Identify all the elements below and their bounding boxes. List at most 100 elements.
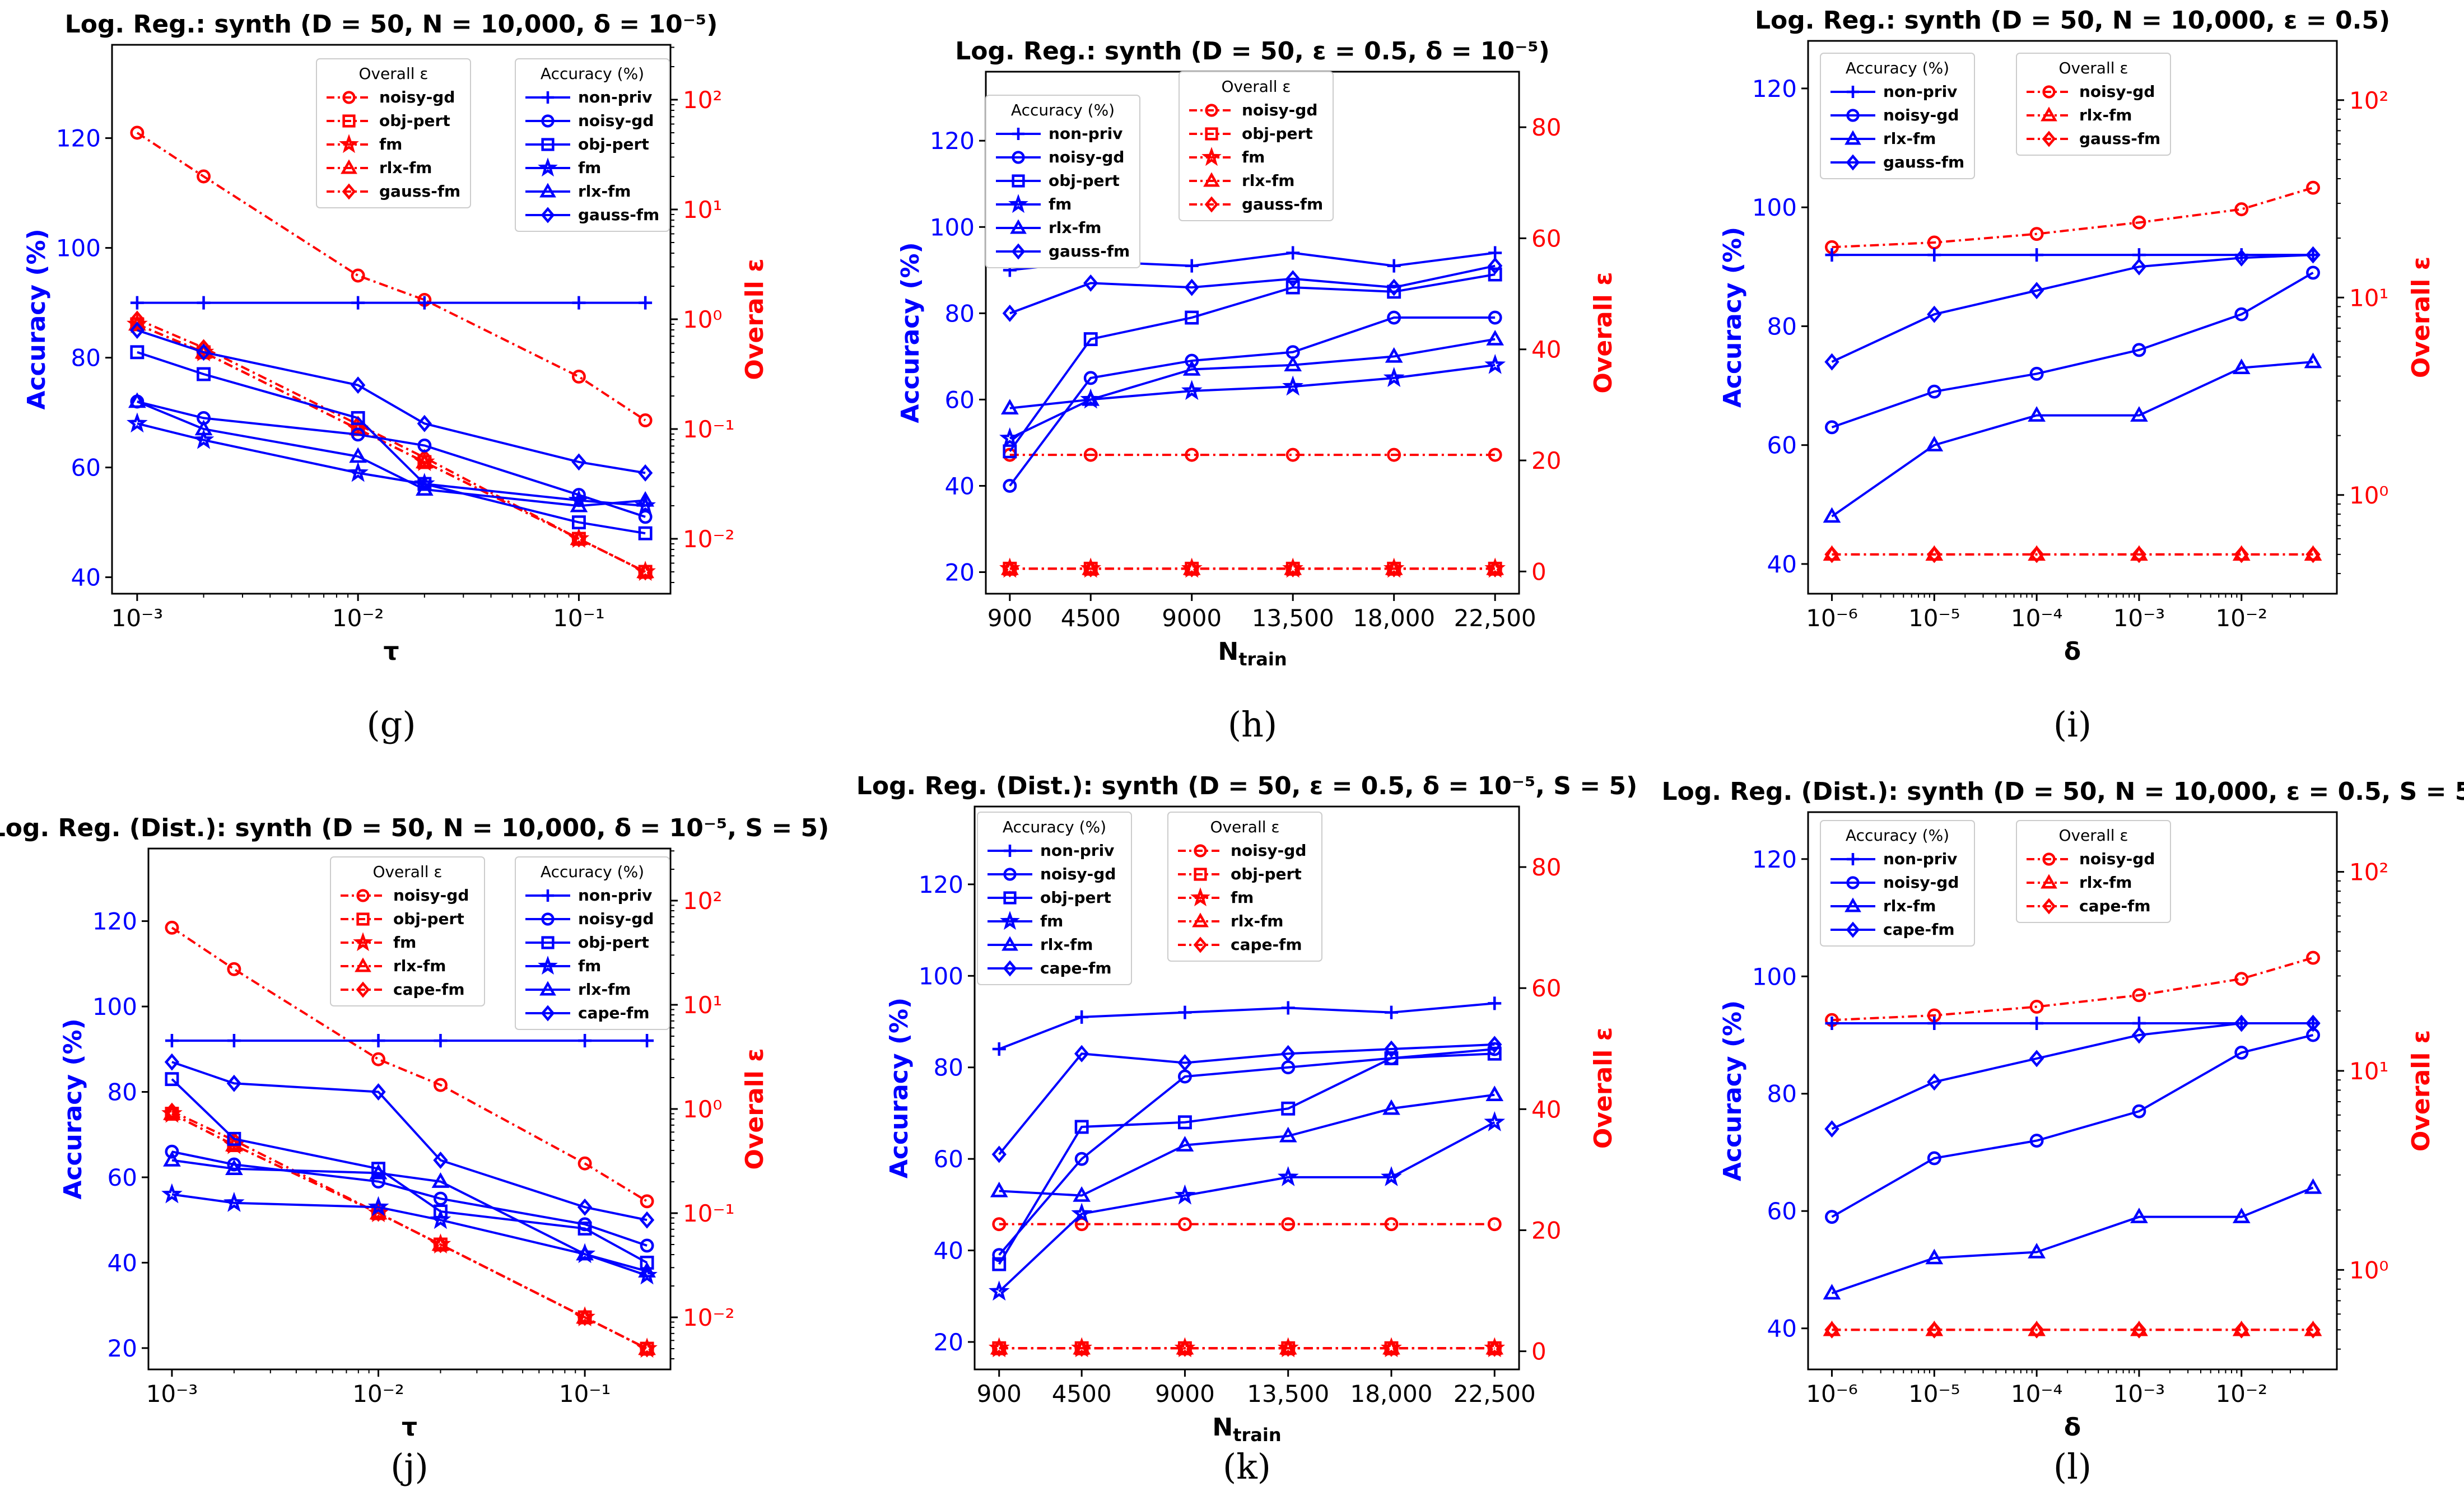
eps-point-noisy-gd xyxy=(640,1194,654,1209)
y2-tick-label: 60 xyxy=(1531,975,1561,1002)
acc-point-fm xyxy=(1071,1203,1092,1223)
y2-tick-label: 0 xyxy=(1531,558,1547,585)
legend-epsilon-marker xyxy=(1193,936,1208,953)
acc-point-gauss-fm xyxy=(351,376,366,394)
legend-epsilon: Overall ε noisy-gd obj-pert fm rlx-fm gauss-f… xyxy=(316,58,471,208)
legend-accuracy-label: noisy-gd xyxy=(1040,865,1116,883)
eps-point-noisy-gd xyxy=(197,169,211,184)
acc-series-gauss-fm xyxy=(1824,246,2321,371)
acc-line-gauss-fm xyxy=(1831,254,2313,363)
acc-series-obj-pert xyxy=(165,1072,654,1270)
x-tick-label: 9000 xyxy=(1155,1380,1215,1408)
y2-tick-label: 20 xyxy=(1531,447,1561,474)
acc-point-cape-fm xyxy=(164,1053,180,1071)
y-tick-label: 120 xyxy=(919,871,963,898)
acc-point-rlx-fm xyxy=(636,491,655,507)
legend-epsilon-marker xyxy=(2041,106,2057,122)
acc-point-gauss-fm xyxy=(1184,278,1199,296)
eps-point-noisy-gd xyxy=(638,413,653,427)
x-tick-label: 4500 xyxy=(1052,1380,1112,1408)
y2-axis-label: Overall ε xyxy=(2407,257,2435,378)
acc-series-rlx-fm xyxy=(128,392,655,512)
legend-accuracy: Accuracy (%) non-priv noisy-gd obj-pert fm rl… xyxy=(515,58,670,232)
legend-epsilon-label: rlx-fm xyxy=(2079,106,2132,124)
chart-title: Log. Reg.: synth (D = 50, ε = 0.5, δ = 1… xyxy=(955,37,1549,66)
y2-tick-label: 10² xyxy=(683,86,722,114)
legend-epsilon-marker xyxy=(342,91,356,104)
eps-point-gauss-fm xyxy=(1083,560,1098,577)
acc-point-noisy-gd xyxy=(1387,310,1401,325)
legend-accuracy-marker xyxy=(1846,921,1860,938)
y-tick-label: 20 xyxy=(108,1335,137,1362)
x-tick-label: 22,500 xyxy=(1454,1380,1536,1408)
eps-point-noisy-gd xyxy=(2306,180,2320,195)
acc-point-non-priv xyxy=(572,296,586,310)
legend-accuracy-title: Accuracy (%) xyxy=(1003,818,1106,836)
eps-point-noisy-gd xyxy=(2234,202,2249,217)
chart-panel-k: Log. Reg. (Dist.): synth (D = 50, ε = 0.… xyxy=(856,772,1637,1487)
acc-point-non-priv xyxy=(1387,259,1401,273)
acc-point-cape-fm xyxy=(1487,1036,1502,1054)
x-tick-label: 9000 xyxy=(1162,604,1222,632)
chart-title: Log. Reg. (Dist.): synth (D = 50, ε = 0.… xyxy=(856,772,1637,800)
eps-point-cape-fm xyxy=(1177,1339,1193,1357)
acc-series-non-priv xyxy=(992,996,1502,1056)
eps-point-gauss-fm xyxy=(417,449,432,467)
acc-point-non-priv xyxy=(1384,1005,1398,1019)
eps-line-gauss-fm xyxy=(137,318,646,573)
acc-point-fm xyxy=(999,427,1021,448)
acc-point-fm xyxy=(1282,375,1304,396)
y-tick-label: 120 xyxy=(92,908,137,935)
y-tick-label: 60 xyxy=(108,1164,137,1191)
acc-point-rlx-fm xyxy=(1382,1099,1400,1115)
y-tick-label: 120 xyxy=(930,127,975,155)
legend-epsilon: Overall ε noisy-gd obj-pert fm rlx-fm cape-fm xyxy=(330,856,485,1006)
acc-point-gauss-fm xyxy=(1083,274,1098,292)
eps-point-gauss-fm xyxy=(129,310,145,328)
acc-point-rlx-fm xyxy=(570,496,588,512)
eps-point-cape-fm xyxy=(1280,1339,1296,1357)
legend-accuracy-marker xyxy=(1011,243,1026,260)
acc-point-obj-pert xyxy=(1185,310,1199,325)
legend-accuracy-marker xyxy=(541,1005,555,1022)
legend-accuracy-marker xyxy=(538,956,558,975)
acc-point-rlx-fm xyxy=(415,480,434,496)
y-tick-label: 40 xyxy=(108,1249,137,1276)
x-tick-label: 900 xyxy=(977,1380,1022,1408)
acc-point-rlx-fm xyxy=(2028,1242,2046,1259)
legend-accuracy-marker xyxy=(1008,194,1028,213)
acc-line-cape-fm xyxy=(998,1043,1495,1155)
acc-line-noisy-gd xyxy=(137,400,646,518)
acc-series-non-priv xyxy=(165,1034,654,1048)
acc-point-obj-pert xyxy=(371,1162,385,1176)
y-tick-label: 100 xyxy=(1752,963,1797,990)
eps-series-noisy-gd xyxy=(165,920,654,1209)
legend-epsilon-marker xyxy=(1203,172,1220,187)
legend-epsilon-marker xyxy=(1201,147,1222,166)
acc-point-fm xyxy=(127,412,148,433)
acc-point-fm xyxy=(568,489,590,510)
x-tick-label: 10⁻³ xyxy=(111,604,163,632)
acc-point-noisy-gd xyxy=(2234,307,2249,321)
acc-point-rlx-fm xyxy=(1925,436,1944,451)
legend-accuracy-marker xyxy=(541,138,555,151)
acc-point-noisy-gd xyxy=(2132,1104,2146,1118)
legend-epsilon-label: fm xyxy=(1242,148,1265,166)
acc-point-obj-pert xyxy=(197,367,211,381)
legend-accuracy-title: Accuracy (%) xyxy=(541,863,644,881)
legend-epsilon-label: cape-fm xyxy=(393,980,465,999)
legend-accuracy-label: rlx-fm xyxy=(1883,129,1936,148)
legend-epsilon-marker xyxy=(341,159,357,174)
y2-axis-label: Overall ε xyxy=(1589,1027,1618,1149)
legend-accuracy-frame xyxy=(515,856,670,1030)
acc-point-cape-fm xyxy=(1177,1054,1193,1072)
legend-epsilon-title: Overall ε xyxy=(1221,77,1291,96)
acc-series-noisy-gd xyxy=(992,1042,1502,1262)
acc-point-non-priv xyxy=(1075,1010,1089,1024)
y-tick-label: 120 xyxy=(56,125,101,152)
acc-point-obj-pert xyxy=(130,345,145,360)
acc-point-rlx-fm xyxy=(194,420,213,436)
legend-epsilon-label: obj-pert xyxy=(1231,865,1302,883)
y2-tick-label: 80 xyxy=(1531,854,1561,881)
eps-point-cape-fm xyxy=(991,1339,1007,1357)
